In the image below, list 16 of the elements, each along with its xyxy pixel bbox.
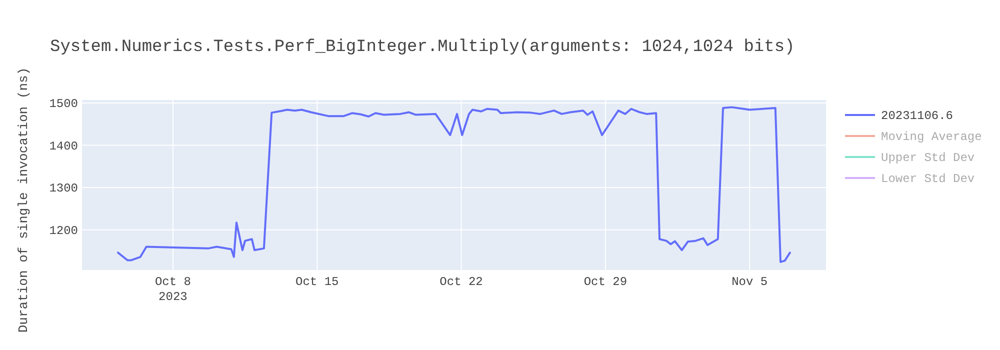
x-tick-label: Nov 5 <box>732 275 768 289</box>
line-series <box>117 106 791 263</box>
x-tick-label: Oct 22 <box>440 275 483 289</box>
legend-label: 20231106.6 <box>881 109 954 124</box>
y-tick-label: 1500 <box>49 97 78 112</box>
x-tick-label: Oct 15 <box>296 275 339 289</box>
legend-label: Lower Std Dev <box>881 172 975 186</box>
y-tick-label: 1300 <box>49 182 78 196</box>
y-axis-title: Duration of single invocation (ns) <box>16 67 31 333</box>
y-tick-label: 1200 <box>49 224 78 238</box>
x-tick-label: Oct 29 <box>584 275 628 289</box>
legend-label: Moving Average <box>881 130 982 144</box>
x-tick-label: Oct 8 2023 <box>154 275 191 304</box>
chart-title: System.Numerics.Tests.Perf_BigInteger.Multiply(arguments: 1024,1024 bits) <box>50 38 795 57</box>
y-tick-label: 1400 <box>49 139 78 154</box>
legend-label: Upper Std Dev <box>881 151 975 166</box>
